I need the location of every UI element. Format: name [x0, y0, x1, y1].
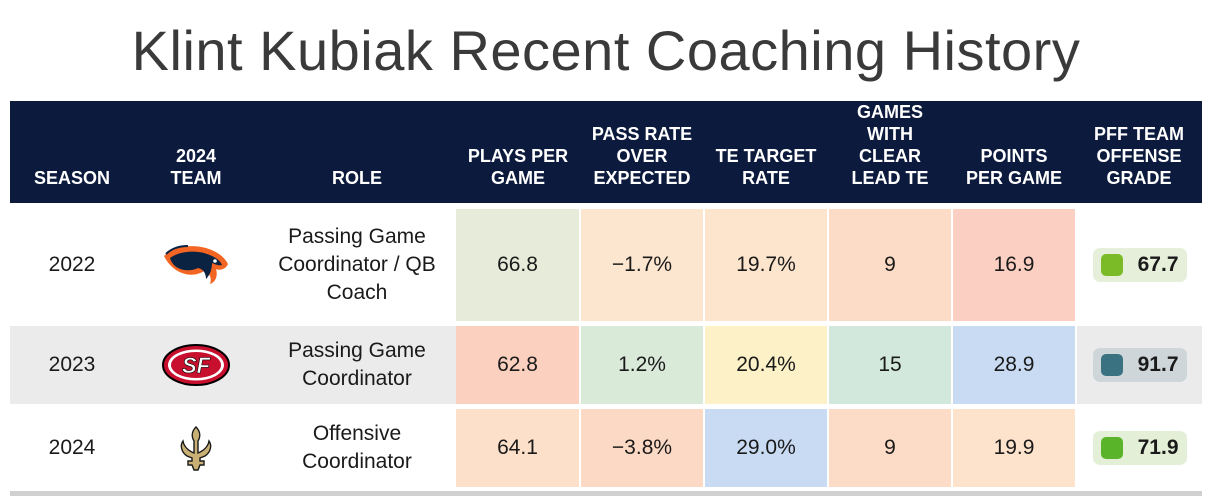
points-per-game-cell: 16.9	[952, 203, 1077, 324]
grade-badge: 91.7	[1092, 348, 1187, 382]
plays-per-game-cell: 66.8	[456, 203, 581, 324]
points-per-game-cell: 19.9	[952, 404, 1077, 487]
grade-color-square	[1100, 254, 1123, 276]
team-logo-cell	[134, 404, 258, 487]
season-cell: 2024	[10, 404, 134, 487]
grade-badge: 67.7	[1092, 248, 1187, 282]
plays-per-game-cell: 62.8	[456, 321, 581, 407]
pass-rate-over-expected-cell: 1.2%	[580, 321, 705, 407]
coaching-history-table: SEASON 2024 TEAM ROLE PLAYS PER GAME PASS …	[10, 101, 1202, 487]
table-row: 2024 Offensive Coordinator 64.1 −3.8% 29…	[10, 404, 1202, 487]
header-team[interactable]: 2024 TEAM	[134, 101, 258, 206]
table-header: SEASON 2024 TEAM ROLE PLAYS PER GAME PASS …	[10, 101, 1202, 206]
header-pass-rate-over-expected[interactable]: PASS RATE OVER EXPECTED	[580, 101, 704, 206]
header-points-per-game[interactable]: POINTS PER GAME	[952, 101, 1076, 206]
te-target-rate-cell: 19.7%	[704, 203, 829, 324]
games-clear-lead-te-cell: 9	[828, 203, 953, 324]
svg-text:SF: SF	[182, 353, 211, 378]
page-title: Klint Kubiak Recent Coaching History	[131, 19, 1081, 82]
grade-cell: 67.7	[1076, 203, 1202, 324]
grade-value: 71.9	[1137, 436, 1179, 459]
grade-color-square	[1100, 437, 1123, 459]
role-cell: Passing Game Coordinator / QB Coach	[258, 203, 456, 324]
header-te-target-rate[interactable]: TE TARGET RATE	[704, 101, 828, 206]
season-cell: 2023	[10, 321, 134, 407]
header-plays-per-game[interactable]: PLAYS PER GAME	[456, 101, 580, 206]
header-games-clear-lead-te[interactable]: GAMES WITH CLEAR LEAD TE	[828, 101, 952, 206]
grade-color-square	[1100, 354, 1123, 376]
saints-logo	[180, 426, 212, 471]
header-pff-offense-grade[interactable]: PFF TEAM OFFENSE GRADE	[1076, 101, 1202, 206]
pass-rate-over-expected-cell: −3.8%	[580, 404, 705, 487]
table-row: 2023 SF Passing Game Coordinator 62.8 1.…	[10, 321, 1202, 407]
grade-cell: 71.9	[1076, 404, 1202, 487]
games-clear-lead-te-cell: 15	[828, 321, 953, 407]
plays-per-game-cell: 64.1	[456, 404, 581, 487]
team-logo-cell: SF	[134, 321, 258, 407]
grade-badge: 71.9	[1092, 431, 1187, 465]
grade-cell: 91.7	[1076, 321, 1202, 407]
pass-rate-over-expected-cell: −1.7%	[580, 203, 705, 324]
broncos-logo	[164, 245, 228, 284]
header-role[interactable]: ROLE	[258, 101, 456, 206]
te-target-rate-cell: 20.4%	[704, 321, 829, 407]
table-row: 2022 Passing Game Coordinator / QB Coach…	[10, 203, 1202, 324]
role-cell: Passing Game Coordinator	[258, 321, 456, 407]
games-clear-lead-te-cell: 9	[828, 404, 953, 487]
team-logo-cell	[134, 203, 258, 324]
te-target-rate-cell: 29.0%	[704, 404, 829, 487]
role-cell: Offensive Coordinator	[258, 404, 456, 487]
grade-value: 91.7	[1137, 353, 1179, 376]
header-season[interactable]: SEASON	[10, 101, 134, 206]
49ers-logo: SF	[162, 344, 230, 386]
table-bottom-rule	[10, 491, 1202, 496]
grade-value: 67.7	[1137, 253, 1179, 276]
season-cell: 2022	[10, 203, 134, 324]
points-per-game-cell: 28.9	[952, 321, 1077, 407]
